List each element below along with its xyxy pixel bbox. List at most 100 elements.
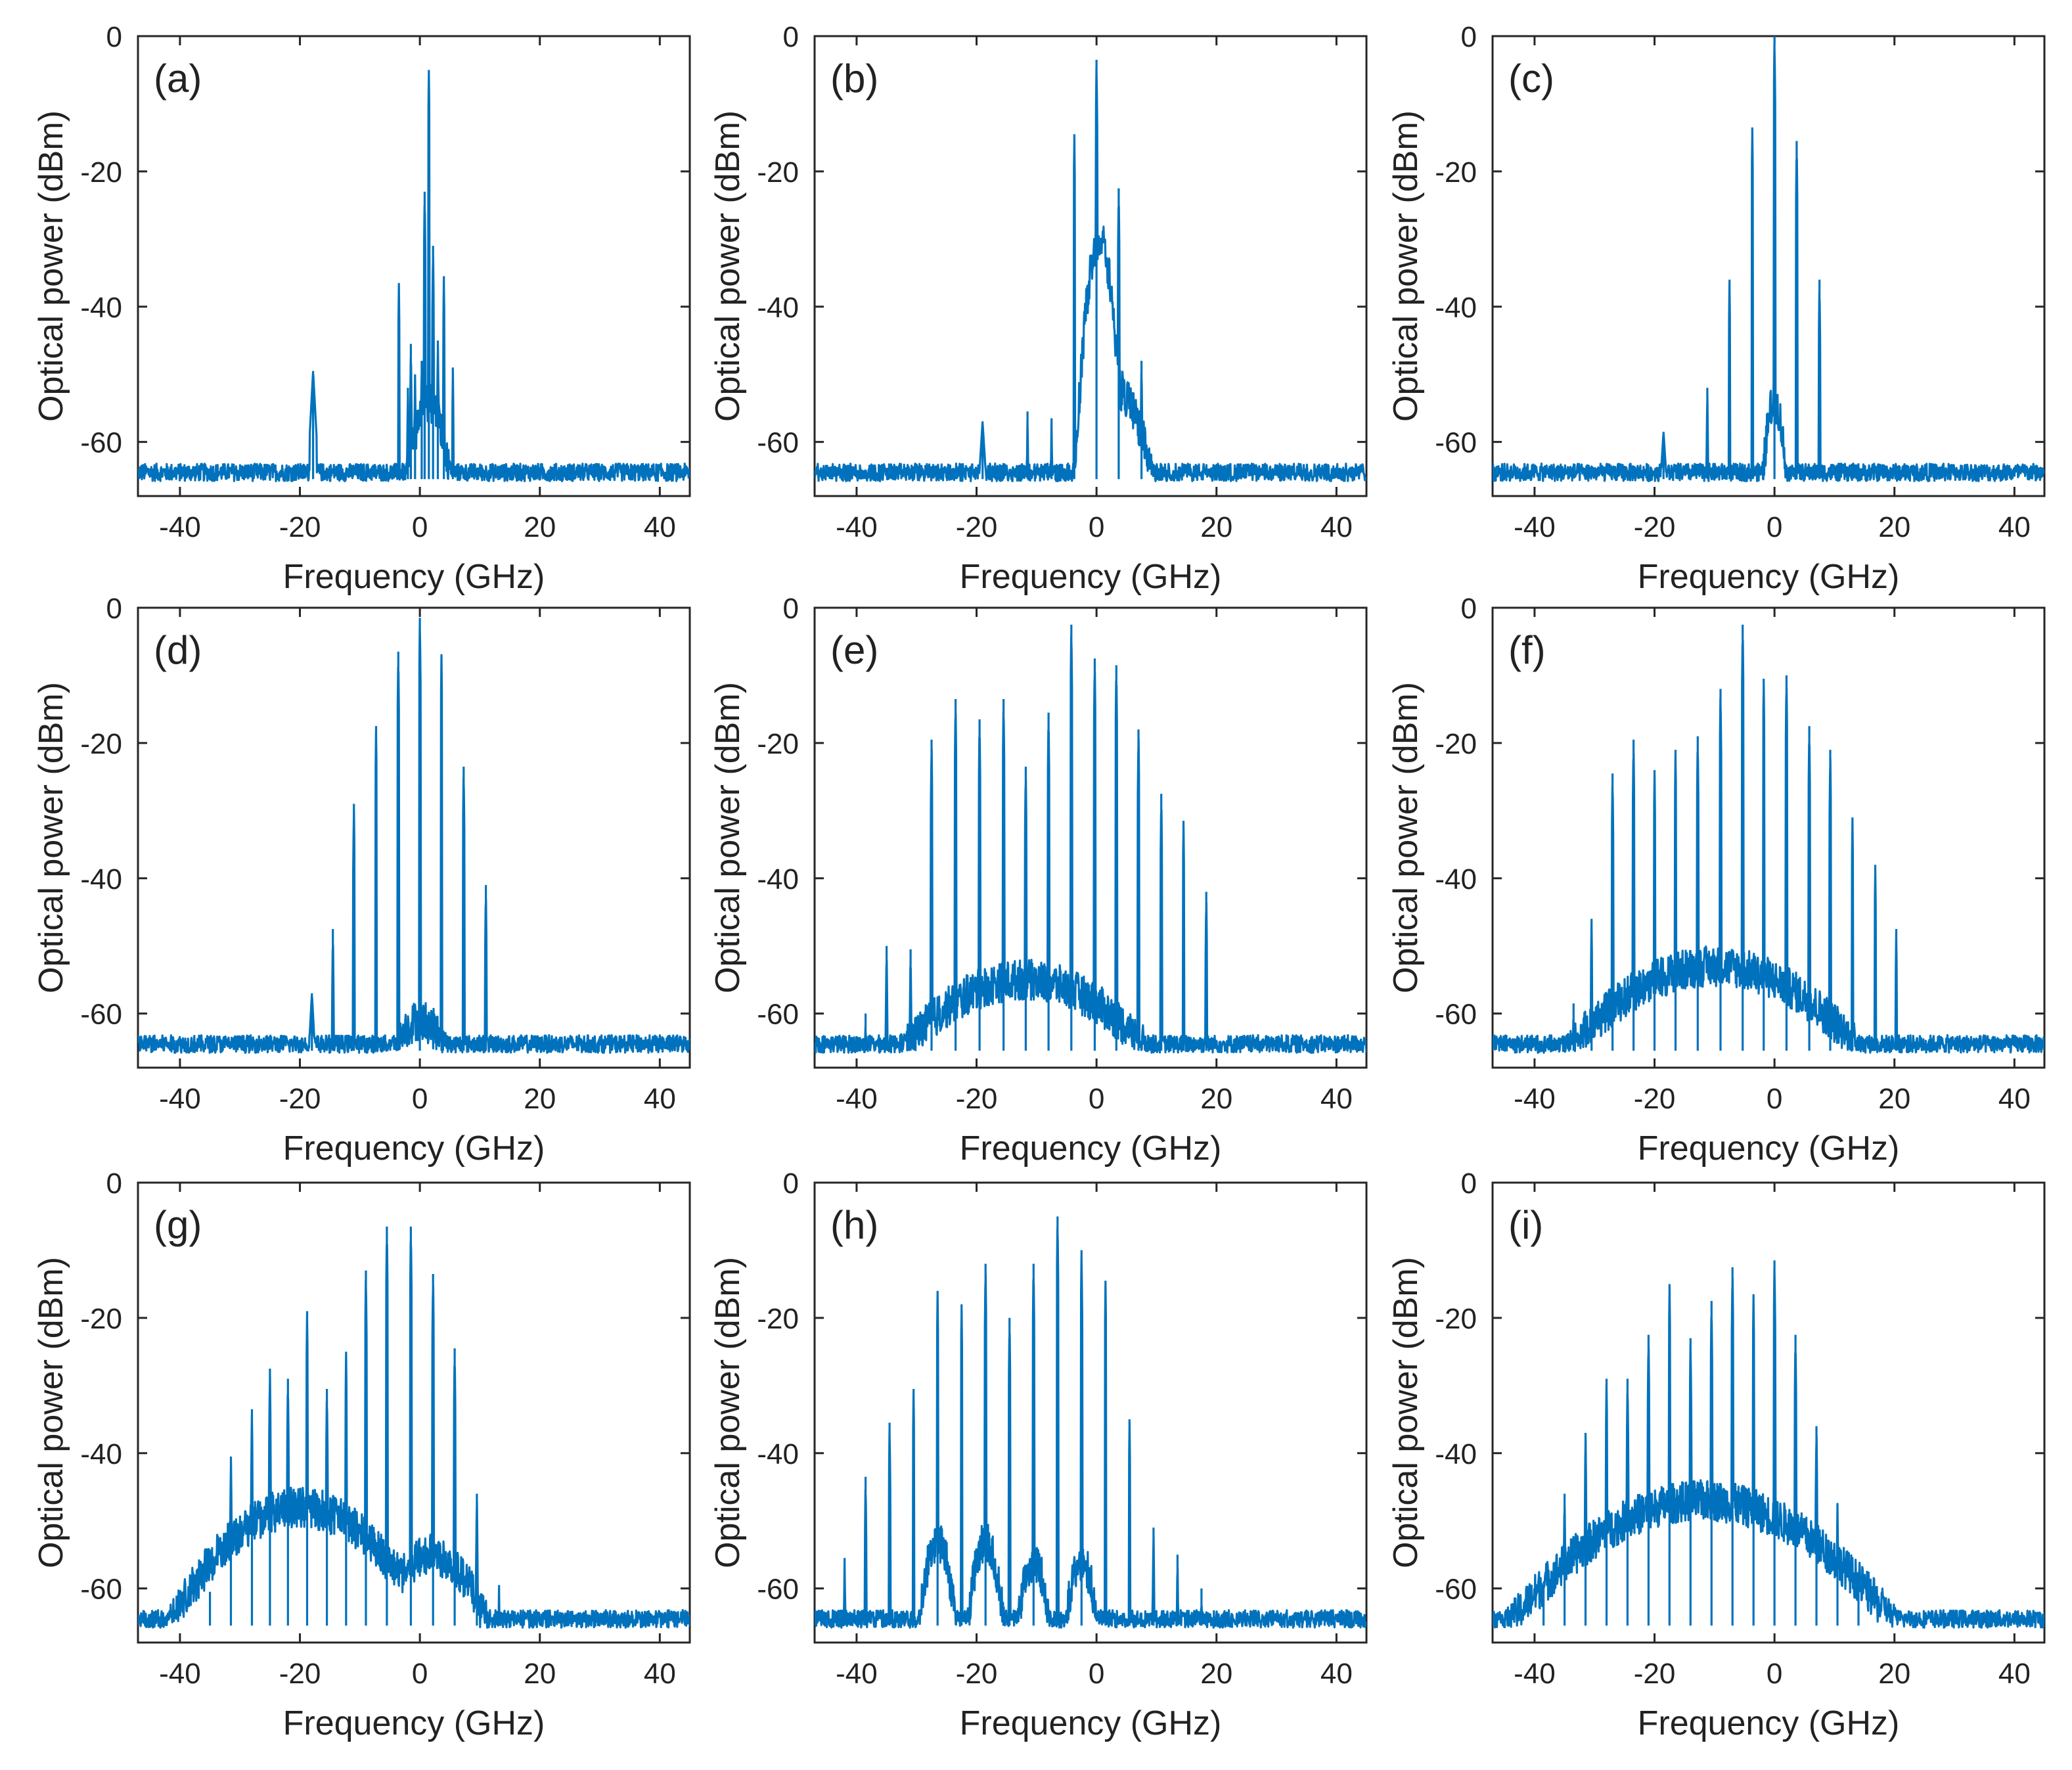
y-tick-label: -20 [1435, 728, 1477, 760]
panel-label: (b) [830, 57, 878, 101]
x-axis-label: Frequency (GHz) [1638, 1129, 1900, 1168]
x-tick-label: 20 [524, 511, 556, 543]
x-tick-label: 0 [1089, 1083, 1104, 1115]
panel-d: -40 -20 0 20 40 0 -20 -40 -60 Frequency (GHz) Opti… [32, 593, 691, 1168]
y-tick-label: -60 [1435, 1574, 1477, 1606]
y-tick-label: 0 [106, 593, 122, 625]
x-axis-label: Frequency (GHz) [283, 558, 545, 596]
y-tick-label: -40 [1435, 292, 1477, 324]
panel-label: (f) [1508, 628, 1546, 672]
y-axis-label: Optical power (dBm) [709, 682, 747, 993]
x-axis-label: Frequency (GHz) [283, 1704, 545, 1742]
y-tick-label: -40 [757, 863, 799, 896]
x-tick-label: -20 [1634, 1658, 1676, 1690]
x-tick-label: 40 [644, 511, 676, 543]
x-tick-label: -40 [159, 1083, 201, 1115]
x-tick-label: 40 [1998, 511, 2031, 543]
panel-label: (i) [1508, 1203, 1543, 1247]
panel-label: (a) [154, 57, 202, 101]
x-tick-label: 40 [1998, 1083, 2031, 1115]
x-tick-label: -40 [836, 1083, 878, 1115]
x-tick-label: 40 [1320, 1083, 1353, 1115]
y-tick-label: 0 [1461, 1168, 1477, 1200]
y-axis-label: Optical power (dBm) [32, 682, 70, 993]
y-axis-label: Optical power (dBm) [1387, 682, 1425, 993]
x-axis-label: Frequency (GHz) [960, 558, 1222, 596]
x-axis-label: Frequency (GHz) [960, 1129, 1222, 1168]
spectrum-trace [138, 1226, 690, 1629]
spectrum-trace [138, 70, 690, 482]
plot-frame [137, 606, 691, 1069]
y-axis-label: Optical power (dBm) [32, 1257, 70, 1568]
y-tick-label: 0 [1461, 593, 1477, 625]
y-axis-label: Optical power (dBm) [709, 110, 747, 422]
plot-frame [813, 35, 1368, 497]
y-tick-label: -60 [757, 1574, 799, 1606]
y-tick-label: -60 [1435, 427, 1477, 459]
y-tick-label: 0 [106, 1168, 122, 1200]
y-tick-label: 0 [783, 593, 799, 625]
x-tick-label: -20 [1634, 1083, 1676, 1115]
x-tick-label: -20 [1634, 511, 1676, 543]
x-tick-label: 0 [1089, 1658, 1104, 1690]
y-tick-label: -40 [757, 1438, 799, 1470]
y-tick-label: -40 [757, 292, 799, 324]
x-tick-label: -20 [279, 1083, 321, 1115]
panel-b: -40 -20 0 20 40 0 -20 -40 -60 Frequency (GHz) Opti… [709, 21, 1368, 596]
y-tick-label: -60 [80, 999, 122, 1031]
x-tick-label: -40 [1514, 1083, 1556, 1115]
x-tick-label: 0 [1767, 1083, 1782, 1115]
x-tick-label: -40 [836, 511, 878, 543]
y-tick-label: -60 [80, 427, 122, 459]
y-tick-label: -60 [80, 1574, 122, 1606]
spectrum-trace [1493, 624, 2044, 1054]
panel-c: -40 -20 0 20 40 0 -20 -40 -60 Frequency (GHz) Opti… [1387, 21, 2046, 596]
x-axis-label: Frequency (GHz) [283, 1129, 545, 1168]
panel-label: (g) [154, 1203, 202, 1247]
x-tick-label: 40 [644, 1083, 676, 1115]
panel-e: -40 -20 0 20 40 0 -20 -40 -60 Frequency (GHz) Opti… [709, 593, 1368, 1168]
y-tick-label: 0 [1461, 21, 1477, 53]
x-tick-label: 0 [1089, 511, 1104, 543]
y-axis-label: Optical power (dBm) [709, 1257, 747, 1568]
plot-frame [1491, 1181, 2046, 1644]
spectrum-trace [138, 618, 690, 1054]
x-tick-label: 40 [1998, 1658, 2031, 1690]
x-tick-label: 40 [1320, 1658, 1353, 1690]
x-axis-label: Frequency (GHz) [960, 1704, 1222, 1742]
x-tick-label: 0 [1767, 1658, 1782, 1690]
panel-label: (c) [1508, 57, 1554, 101]
x-tick-label: 40 [1320, 511, 1353, 543]
x-tick-label: 20 [1200, 511, 1232, 543]
y-axis-label: Optical power (dBm) [1387, 110, 1425, 422]
panel-label: (d) [154, 628, 202, 672]
x-tick-label: 0 [412, 1083, 428, 1115]
x-tick-label: -40 [1514, 511, 1556, 543]
y-tick-label: -40 [80, 863, 122, 896]
x-tick-label: -20 [279, 1658, 321, 1690]
x-tick-label: -40 [836, 1658, 878, 1690]
x-tick-label: -20 [956, 511, 998, 543]
y-tick-label: -60 [1435, 999, 1477, 1031]
x-tick-label: 20 [1200, 1083, 1232, 1115]
x-tick-label: -20 [956, 1083, 998, 1115]
y-tick-label: -20 [757, 1303, 799, 1335]
y-tick-label: -20 [1435, 1303, 1477, 1335]
x-tick-label: 20 [524, 1083, 556, 1115]
panel-label: (h) [830, 1203, 878, 1247]
x-tick-label: 20 [1878, 511, 1910, 543]
x-tick-label: 0 [412, 511, 428, 543]
y-tick-label: 0 [783, 1168, 799, 1200]
y-axis-label: Optical power (dBm) [32, 110, 70, 422]
x-tick-label: -20 [956, 1658, 998, 1690]
x-tick-label: 20 [1878, 1658, 1910, 1690]
plot-frame [1491, 606, 2046, 1069]
plot-frame [813, 606, 1368, 1069]
y-tick-label: -20 [80, 156, 122, 189]
y-tick-label: -20 [80, 728, 122, 760]
y-axis-label: Optical power (dBm) [1387, 1257, 1425, 1568]
x-tick-label: 40 [644, 1658, 676, 1690]
y-tick-label: -60 [757, 427, 799, 459]
panel-i: -40 -20 0 20 40 0 -20 -40 -60 Frequency (GHz) Opti… [1387, 1168, 2046, 1742]
x-axis-label: Frequency (GHz) [1638, 558, 1900, 596]
